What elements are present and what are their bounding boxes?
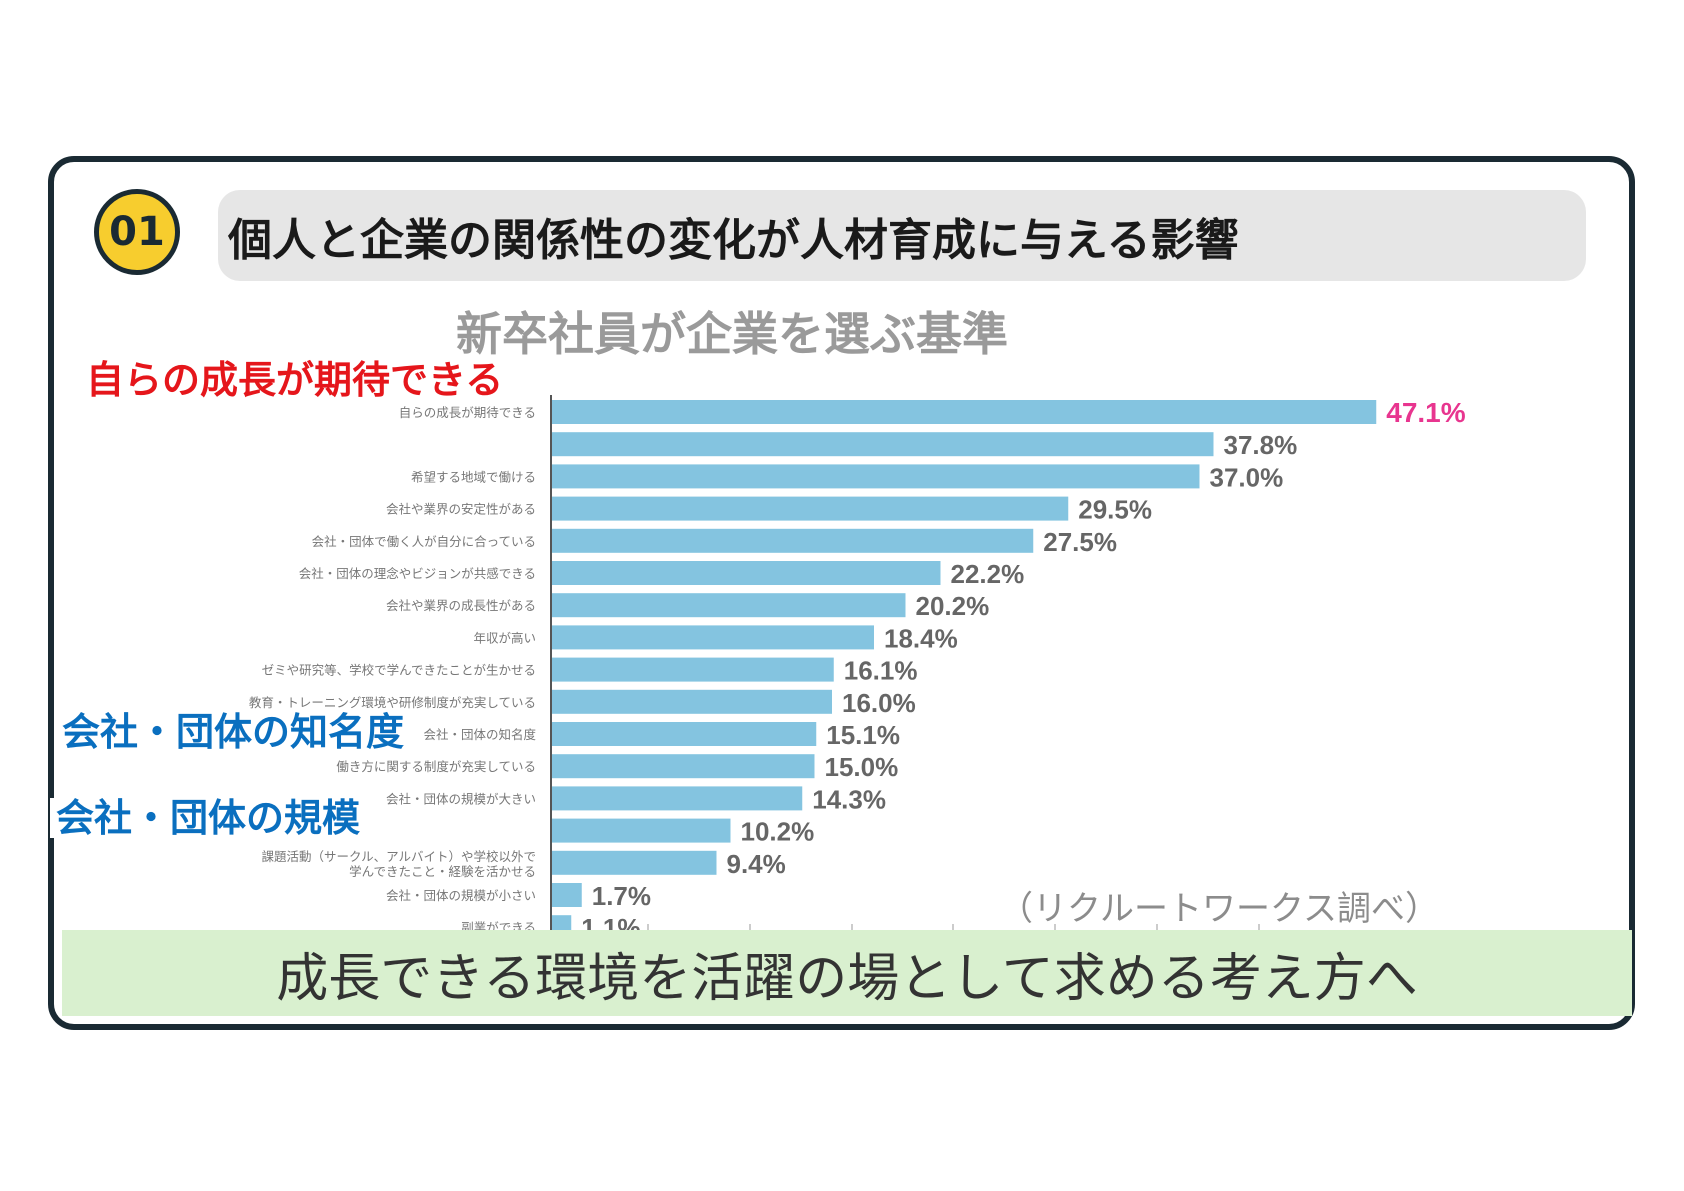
category-label: 会社や業界の成長性がある [386, 598, 536, 613]
value-label: 1.7% [592, 881, 651, 911]
bar [552, 432, 1214, 457]
value-label: 16.1% [844, 656, 918, 686]
bar [552, 496, 1069, 521]
category-label: 課題活動（サークル、アルバイト）や学校以外で [261, 849, 536, 864]
category-label: ゼミや研究等、学校で学んできたことが生かせる [262, 663, 536, 678]
bar [552, 786, 803, 811]
highlight-label-growth: 自らの成長が期待できる [80, 361, 510, 399]
value-label: 15.0% [825, 752, 899, 782]
value-label: 20.2% [916, 591, 990, 621]
category-label: 会社や業界の安定性がある [386, 502, 536, 517]
value-label: 9.4% [727, 849, 786, 879]
bar [552, 722, 817, 746]
value-label: 14.3% [812, 784, 886, 814]
category-label: 教育・トレーニング環境や研修制度が充実している [249, 695, 536, 710]
value-label: 37.0% [1210, 462, 1284, 492]
bar [552, 689, 832, 714]
section-number-badge: 01 [94, 189, 180, 275]
value-label: 27.5% [1043, 527, 1117, 557]
category-label: 会社・団体の規模が大きい [386, 791, 536, 806]
bar [552, 625, 874, 650]
bar [552, 883, 582, 907]
bar [552, 850, 717, 875]
category-label: 会社・団体で働く人が自分に合っている [312, 534, 536, 549]
bar [552, 593, 906, 618]
category-label: 働き方に関する制度が充実している [336, 759, 536, 774]
value-label: 29.5% [1078, 495, 1152, 525]
highlight-label-recognition: 会社・団体の知名度 [56, 712, 411, 752]
value-label: 10.2% [741, 817, 815, 847]
category-label: 学んできたこと・経験を活かせる [349, 864, 536, 879]
category-label: 会社・団体の知名度 [423, 727, 536, 742]
bar [552, 657, 834, 682]
bar [552, 464, 1200, 489]
value-label: 37.8% [1224, 430, 1298, 460]
category-label: 希望する地域で働ける [411, 469, 536, 484]
value-label: 47.1% [1386, 397, 1465, 428]
value-label: 18.4% [884, 623, 958, 653]
bar [552, 400, 1377, 424]
value-label: 15.1% [826, 720, 900, 750]
category-label: 年収が高い [473, 630, 536, 645]
highlight-label-scale: 会社・団体の規模 [50, 798, 367, 838]
slide-frame [48, 156, 1635, 1030]
value-label: 22.2% [951, 559, 1025, 589]
bar [552, 754, 815, 779]
bar [552, 528, 1034, 553]
slide-title-bar: 個人と企業の関係性の変化が人材育成に与える影響 [218, 190, 1586, 281]
chart-title: 新卒社員が企業を選ぶ基準 [456, 307, 1008, 361]
category-label: 自らの成長が期待できる [399, 405, 536, 420]
category-label: 会社・団体の規模が小さい [386, 888, 536, 903]
category-label: 会社・団体の理念やビジョンが共感できる [299, 566, 536, 581]
slide-title: 個人と企業の関係性の変化が人材育成に与える影響 [228, 214, 1239, 266]
bar [552, 561, 941, 585]
value-label: 16.0% [842, 688, 916, 718]
bar [552, 818, 731, 843]
conclusion-banner: 成長できる環境を活躍の場として求める考え方へ [62, 930, 1632, 1016]
source-note: （リクルートワークス調べ） [999, 889, 1439, 929]
